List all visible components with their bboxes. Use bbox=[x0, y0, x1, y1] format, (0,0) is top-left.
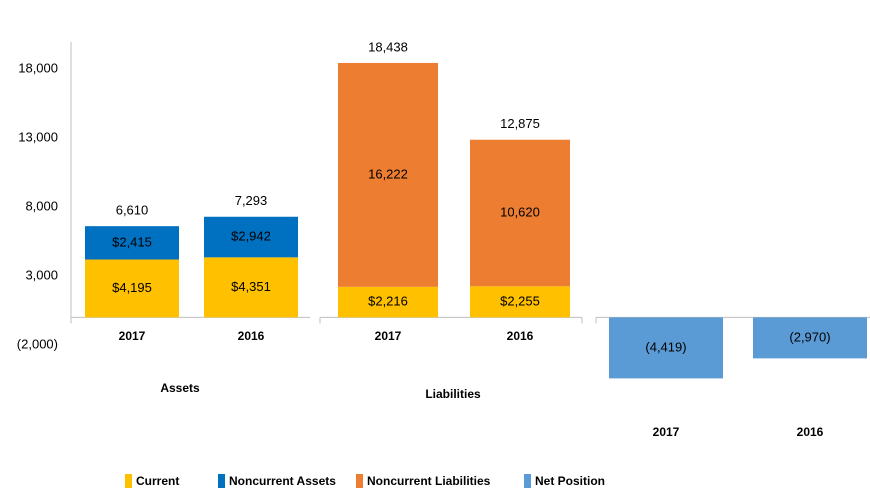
legend-label: Noncurrent Assets bbox=[229, 474, 336, 488]
legend-label: Current bbox=[136, 474, 179, 488]
group-label: Liabilities bbox=[425, 387, 481, 401]
bar-segment bbox=[609, 317, 723, 379]
legend-swatch bbox=[524, 474, 531, 488]
bar-segment bbox=[85, 259, 179, 318]
total-label: 18,438 bbox=[368, 39, 408, 54]
bar-segment bbox=[338, 62, 438, 287]
bar-segment bbox=[470, 286, 570, 318]
x-tick-label: 2017 bbox=[119, 329, 146, 343]
value-label: $2,415 bbox=[112, 234, 152, 249]
y-tick-label: 13,000 bbox=[18, 129, 58, 144]
legend-swatch bbox=[125, 474, 132, 488]
bar-segment bbox=[204, 257, 298, 318]
bar-segment bbox=[753, 317, 867, 359]
value-label: $4,195 bbox=[112, 280, 152, 295]
value-label: (4,419) bbox=[645, 339, 686, 354]
x-tick-label: 2017 bbox=[375, 329, 402, 343]
legend-label: Net Position bbox=[535, 474, 605, 488]
value-label: 10,620 bbox=[500, 204, 540, 219]
total-label: 6,610 bbox=[116, 203, 149, 218]
x-tick-label: 2017 bbox=[653, 425, 680, 439]
value-label: $2,216 bbox=[368, 294, 408, 309]
value-label: (2,970) bbox=[789, 329, 830, 344]
x-tick-label: 2016 bbox=[797, 425, 824, 439]
y-tick-label: 18,000 bbox=[18, 60, 58, 75]
bar-segment bbox=[204, 216, 298, 258]
bar-segment bbox=[338, 286, 438, 318]
value-label: $2,942 bbox=[231, 228, 271, 243]
value-label: $4,351 bbox=[231, 279, 271, 294]
y-tick-label: 3,000 bbox=[25, 267, 58, 282]
legend-label: Noncurrent Liabilities bbox=[367, 474, 491, 488]
value-label: 16,222 bbox=[368, 166, 408, 181]
x-tick-label: 2016 bbox=[238, 329, 265, 343]
legend-swatch bbox=[356, 474, 363, 488]
total-label: 12,875 bbox=[500, 116, 540, 131]
legend-swatch bbox=[218, 474, 225, 488]
x-tick-label: 2016 bbox=[507, 329, 534, 343]
bar-segment bbox=[470, 139, 570, 287]
y-tick-label: 8,000 bbox=[25, 198, 58, 213]
group-label: Assets bbox=[160, 381, 200, 395]
total-label: 7,293 bbox=[235, 193, 268, 208]
y-tick-label: (2,000) bbox=[17, 336, 58, 351]
value-label: $2,255 bbox=[500, 293, 540, 308]
bar-segment bbox=[85, 226, 179, 260]
